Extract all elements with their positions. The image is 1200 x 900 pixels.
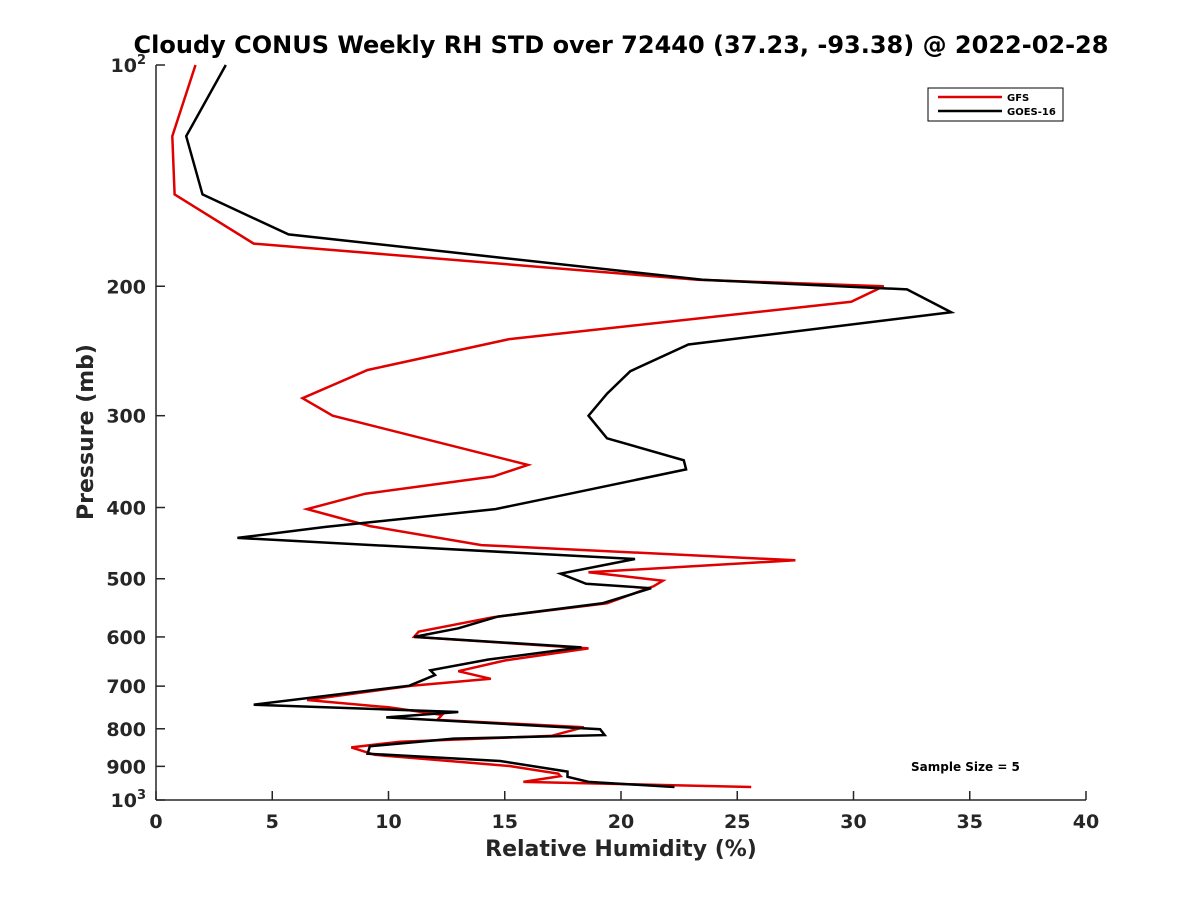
x-tick-label: 40 [1073,811,1099,833]
y-tick-label: 400 [106,498,146,520]
x-axis-ticks: 0 5 10 15 20 25 30 35 40 [149,791,1099,833]
x-tick-label: 15 [492,811,518,833]
x-tick-label: 30 [840,811,866,833]
legend-label-goes16: GOES-16 [1007,107,1056,118]
y-axis-ticks: 102 200 300 400 500 600 700 800 900 103 [106,53,165,812]
y-tick-label: 600 [106,627,146,649]
y-tick-label: 103 [111,788,147,812]
legend-box [927,87,1064,122]
x-tick-label: 0 [149,811,162,833]
x-tick-label: 25 [724,811,750,833]
y-tick-label: 800 [106,719,146,741]
y-tick-label: 900 [106,756,146,778]
y-tick-label: 700 [106,676,146,698]
x-tick-label: 5 [266,811,279,833]
legend: GFS GOES-16 [927,87,1064,122]
y-tick-label: 300 [106,406,146,428]
y-tick-label: 102 [111,53,147,77]
sample-size-annotation: Sample Size = 5 [911,760,1020,774]
series-line-goes16 [184,64,956,789]
y-tick-label: 200 [106,276,146,298]
x-tick-label: 20 [608,811,634,833]
plot-area [171,64,956,789]
legend-label-gfs: GFS [1007,93,1029,104]
x-tick-label: 35 [957,811,983,833]
chart-title: Cloudy CONUS Weekly RH STD over 72440 (3… [134,31,1109,59]
x-axis-label: Relative Humidity (%) [485,837,757,862]
y-tick-label: 500 [106,569,146,591]
y-axis-label: Pressure (mb) [74,344,99,520]
x-tick-label: 10 [375,811,401,833]
